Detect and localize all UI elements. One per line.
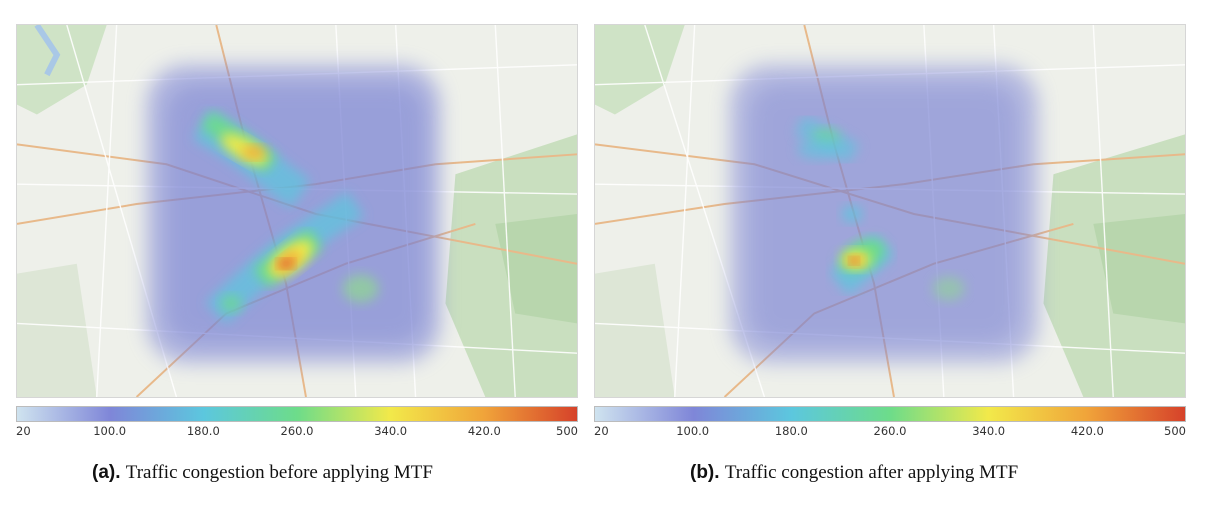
caption-before-text: Traffic congestion before applying MTF (125, 462, 433, 483)
congestion-overlay (729, 64, 1039, 364)
colorbar-tick-label: 340.0 (374, 424, 408, 438)
colorbar-tick-label: 500 (556, 424, 578, 438)
heatmap-before-svg (17, 25, 577, 397)
colorbar-tick-label: 260.0 (873, 424, 907, 438)
heatmap-before (16, 24, 578, 398)
colorbar-tick-label: 420.0 (1070, 424, 1104, 438)
caption-before-label: (a). (92, 462, 121, 483)
colorbar-before (16, 406, 578, 422)
colorbar-tick-label: 20 (16, 424, 31, 438)
colorbar-tick-label: 260.0 (280, 424, 314, 438)
congestion-overlay (146, 64, 441, 364)
panel-before: 20 100.0 180.0 260.0 340.0 420.0 500 (16, 24, 578, 442)
caption-after: (b). Traffic congestion after applying M… (690, 462, 1018, 484)
heatmap-after (594, 24, 1186, 398)
panel-after: 20 100.0 180.0 260.0 340.0 420.0 500 (594, 24, 1186, 442)
colorbar-tick-label: 340.0 (972, 424, 1006, 438)
colorbar-tick-label: 180.0 (186, 424, 220, 438)
colorbar-ticks-after: 20 100.0 180.0 260.0 340.0 420.0 500 (594, 424, 1186, 442)
colorbar-tick-label: 100.0 (93, 424, 127, 438)
colorbar-tick-label: 180.0 (774, 424, 808, 438)
heatmap-after-svg (595, 25, 1185, 397)
caption-after-text: Traffic congestion after applying MTF (724, 462, 1019, 483)
caption-before: (a). Traffic congestion before applying … (92, 462, 433, 484)
caption-after-label: (b). (690, 462, 720, 483)
colorbar-tick-label: 20 (594, 424, 609, 438)
colorbar-tick-label: 100.0 (676, 424, 710, 438)
colorbar-tick-label: 420.0 (467, 424, 501, 438)
colorbar-after (594, 406, 1186, 422)
colorbar-tick-label: 500 (1164, 424, 1186, 438)
colorbar-ticks-before: 20 100.0 180.0 260.0 340.0 420.0 500 (16, 424, 578, 442)
